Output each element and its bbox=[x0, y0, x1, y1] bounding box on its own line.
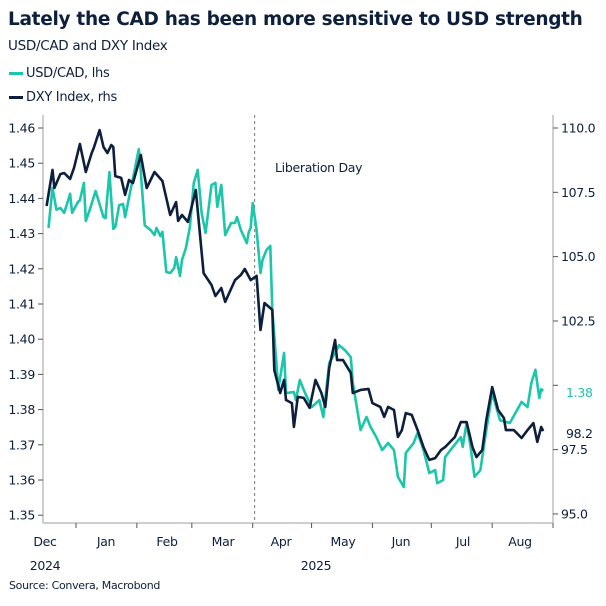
x-month-label: Jun bbox=[391, 534, 411, 549]
left-tick-label: 1.41 bbox=[8, 297, 35, 312]
last-value-usdcad: 1.38 bbox=[566, 385, 593, 400]
legend-swatch-usdcad bbox=[9, 72, 23, 75]
right-tick-label: 110.0 bbox=[561, 121, 596, 136]
legend-label-usdcad: USD/CAD, lhs bbox=[26, 66, 110, 81]
x-year-label: 2025 bbox=[301, 558, 332, 573]
right-tick-label: 107.5 bbox=[561, 185, 595, 200]
left-tick-label: 1.44 bbox=[8, 191, 35, 206]
legend-item-usdcad: USD/CAD, lhs bbox=[9, 66, 110, 81]
left-tick-label: 1.39 bbox=[8, 367, 35, 382]
left-tick-label: 1.42 bbox=[8, 261, 35, 276]
left-tick-label: 1.35 bbox=[8, 508, 35, 523]
x-month-label: Dec bbox=[33, 534, 57, 549]
left-tick-label: 1.40 bbox=[8, 332, 35, 347]
chart-title: Lately the CAD has been more sensitive t… bbox=[8, 9, 583, 30]
x-month-label: Mar bbox=[212, 534, 236, 549]
right-tick-label: 102.5 bbox=[561, 313, 595, 328]
left-tick-label: 1.46 bbox=[8, 121, 35, 136]
legend-label-dxy: DXY Index, rhs bbox=[26, 90, 117, 105]
left-tick-label: 1.45 bbox=[8, 156, 35, 171]
last-value-dxy: 98.2 bbox=[566, 426, 593, 441]
right-tick-label: 105.0 bbox=[561, 249, 596, 264]
legend-swatch-dxy bbox=[9, 96, 23, 99]
left-tick-label: 1.36 bbox=[8, 473, 35, 488]
legend-item-dxy: DXY Index, rhs bbox=[9, 90, 117, 105]
x-month-label: Jul bbox=[455, 534, 470, 549]
right-tick-label: 97.5 bbox=[561, 442, 588, 457]
right-tick-label: 95.0 bbox=[561, 506, 588, 521]
x-month-label: Jan bbox=[96, 534, 115, 549]
usdcad-line bbox=[47, 147, 545, 489]
x-month-label: May bbox=[331, 534, 357, 549]
x-month-label: Feb bbox=[156, 534, 178, 549]
x-year-label: 2024 bbox=[30, 558, 61, 573]
liberation-day-label: Liberation Day bbox=[275, 160, 363, 175]
source-note: Source: Convera, Macrobond bbox=[9, 579, 161, 592]
x-month-label: Apr bbox=[271, 534, 293, 549]
dxy-line bbox=[45, 128, 545, 462]
x-month-label: Aug bbox=[508, 534, 532, 549]
chart-subtitle: USD/CAD and DXY Index bbox=[8, 38, 168, 54]
left-tick-label: 1.38 bbox=[8, 402, 35, 417]
left-tick-label: 1.37 bbox=[8, 437, 35, 452]
left-tick-label: 1.43 bbox=[8, 226, 35, 241]
